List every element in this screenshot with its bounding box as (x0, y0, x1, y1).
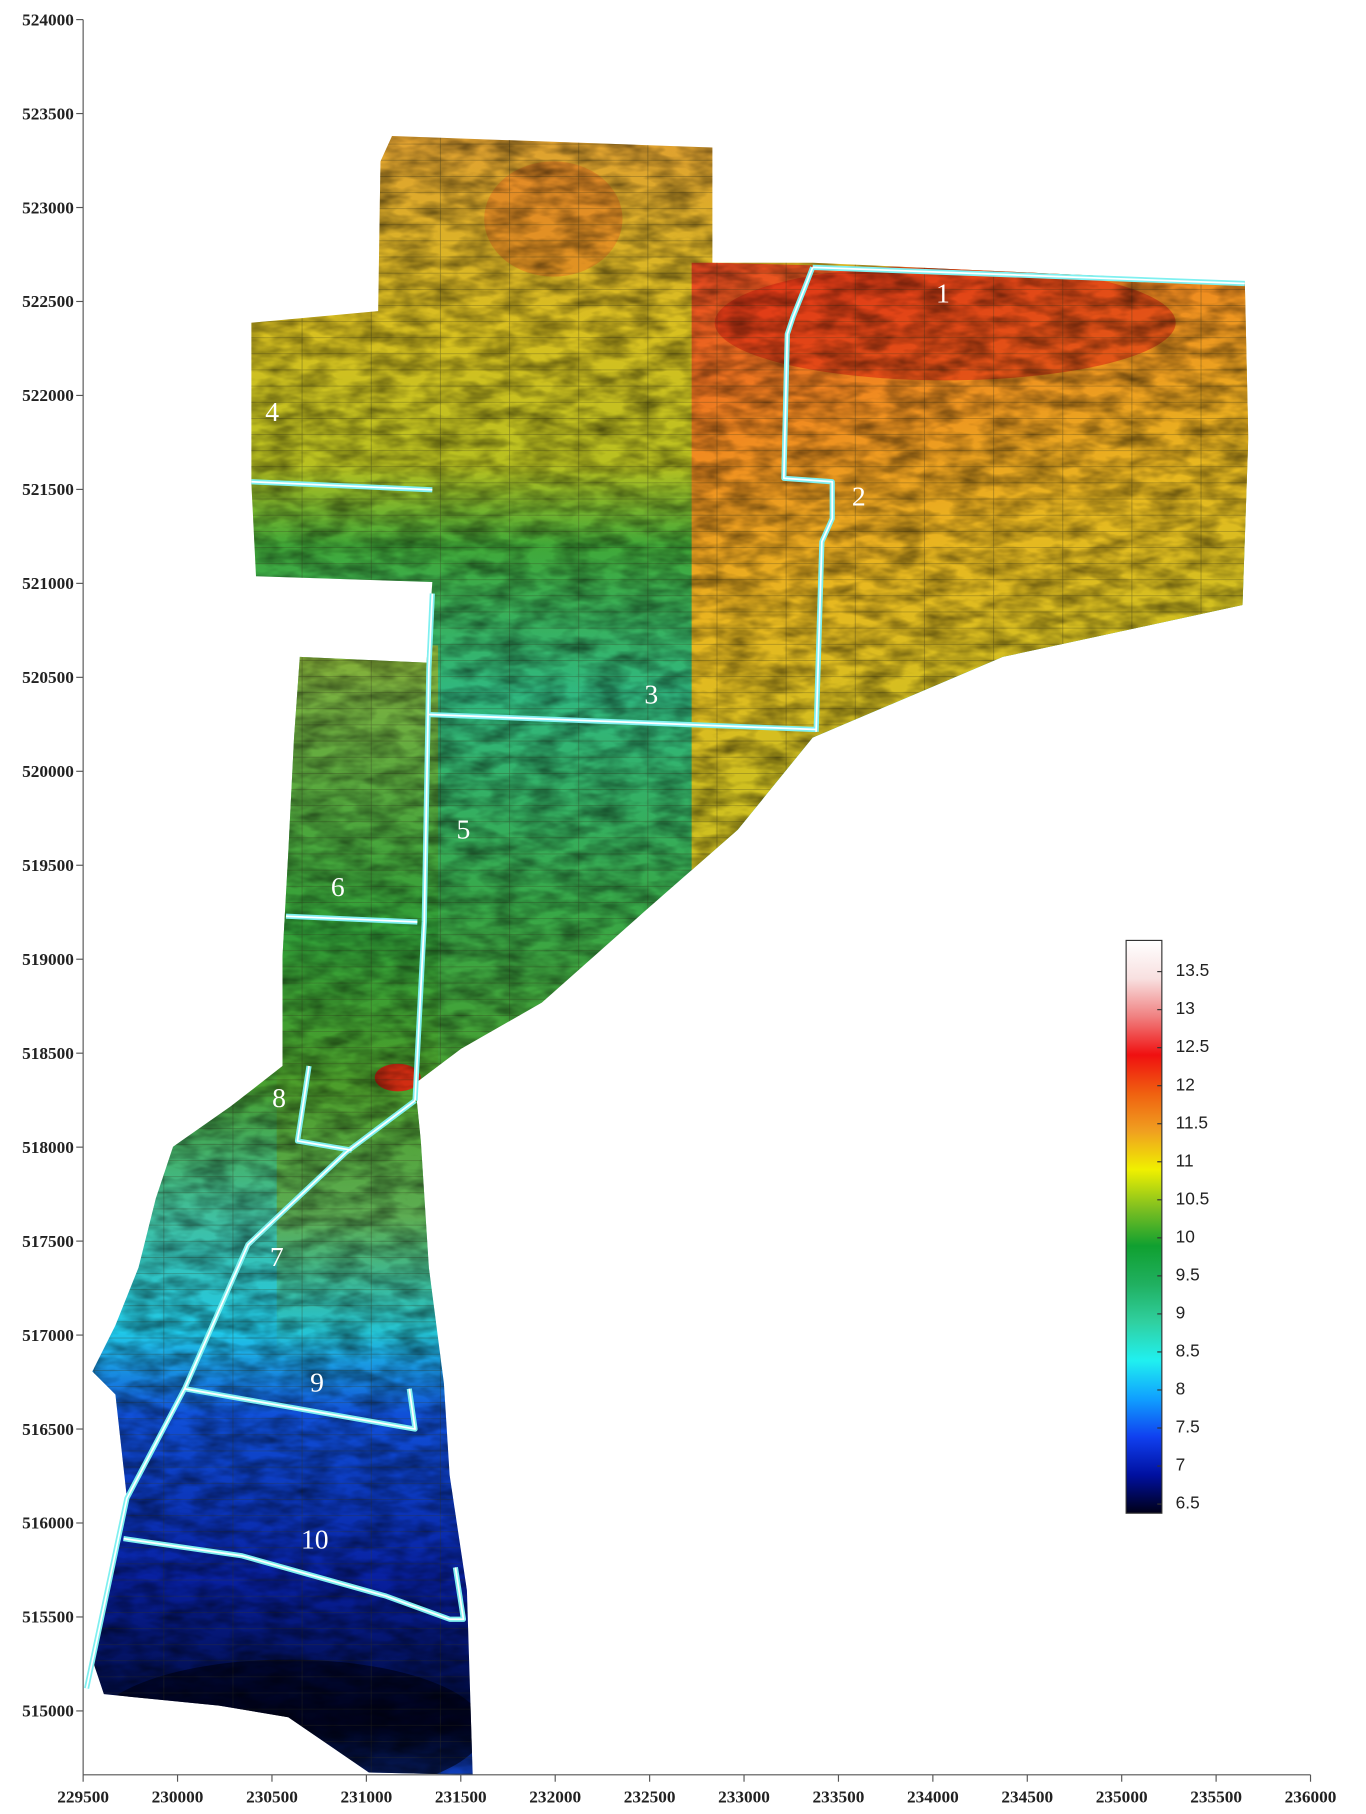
colorbar-tick-label: 9 (1176, 1302, 1186, 1322)
x-tick-label: 234000 (907, 1787, 959, 1806)
x-tick-label: 233000 (718, 1787, 770, 1806)
y-tick-label: 523000 (22, 198, 74, 217)
y-tick-label: 518000 (22, 1138, 74, 1157)
colorbar: 6.5 7 7.5 8 8.5 9 9.5 10 10.5 11 11.5 12 12.5 13 13.5 (1126, 940, 1209, 1513)
colorbar-tick-label: 8 (1176, 1379, 1186, 1399)
terrain (69, 115, 1268, 1798)
y-tick-label: 517000 (22, 1326, 74, 1345)
y-tick-label: 520500 (22, 668, 74, 687)
region-label: 3 (644, 679, 658, 710)
region-label: 2 (852, 480, 866, 511)
x-tick-label: 231000 (340, 1787, 392, 1806)
colorbar-tick-label: 9.5 (1176, 1264, 1200, 1284)
y-tick-label: 518500 (22, 1044, 74, 1063)
x-tick-label: 232500 (624, 1787, 676, 1806)
colorbar-tick-label: 10.5 (1176, 1188, 1210, 1208)
x-tick-label: 235000 (1096, 1787, 1148, 1806)
y-tick-label: 515500 (22, 1608, 74, 1627)
y-tick-label: 522000 (22, 386, 74, 405)
y-tick-label: 517500 (22, 1232, 74, 1251)
colorbar-tick-label: 7.5 (1176, 1417, 1200, 1437)
x-tick-label: 235500 (1190, 1787, 1242, 1806)
x-tick-label: 230000 (152, 1787, 204, 1806)
y-tick-label: 522500 (22, 292, 74, 311)
colorbar-tick-label: 8.5 (1176, 1341, 1200, 1361)
y-tick-label: 515000 (22, 1702, 74, 1721)
y-tick-label: 516500 (22, 1420, 74, 1439)
region-label: 6 (331, 871, 345, 902)
x-tick-label: 234500 (1001, 1787, 1053, 1806)
y-tick-label: 519000 (22, 950, 74, 969)
y-tick-label: 520000 (22, 762, 74, 781)
y-tick-label: 524000 (22, 10, 74, 29)
colorbar-tick-label: 13.5 (1176, 960, 1210, 980)
x-tick-label: 230500 (246, 1787, 298, 1806)
region-label: 5 (457, 813, 471, 844)
colorbar-tick-label: 6.5 (1176, 1493, 1200, 1513)
x-tick-label: 229500 (57, 1787, 109, 1806)
y-tick-label: 521000 (22, 574, 74, 593)
map-figure: 1 2 3 4 5 6 7 8 9 10 515000 515500 516000 5… (0, 0, 1366, 1814)
colorbar-tick-label: 7 (1176, 1455, 1186, 1475)
x-tick-label: 231500 (435, 1787, 487, 1806)
y-tick-label: 523500 (22, 104, 74, 123)
colorbar-tick-label: 12 (1176, 1074, 1195, 1094)
y-tick-label: 521500 (22, 480, 74, 499)
colorbar-tick-label: 12.5 (1176, 1036, 1210, 1056)
region-label: 10 (301, 1523, 329, 1554)
region-label: 8 (272, 1082, 286, 1113)
x-tick-label: 233500 (813, 1787, 865, 1806)
y-tick-label: 516000 (22, 1514, 74, 1533)
region-label: 1 (936, 278, 950, 309)
colorbar-tick-label: 11 (1176, 1150, 1194, 1170)
y-tick-label: 519500 (22, 856, 74, 875)
region-label: 7 (270, 1241, 284, 1272)
colorbar-tick-label: 10 (1176, 1226, 1195, 1246)
region-label: 9 (310, 1367, 324, 1398)
colorbar-ramp (1126, 940, 1162, 1513)
x-tick-label: 232000 (529, 1787, 581, 1806)
region-label: 4 (265, 396, 279, 427)
x-tick-label: 236000 (1285, 1787, 1337, 1806)
colorbar-tick-label: 11.5 (1176, 1112, 1208, 1132)
colorbar-tick-label: 13 (1176, 998, 1195, 1018)
